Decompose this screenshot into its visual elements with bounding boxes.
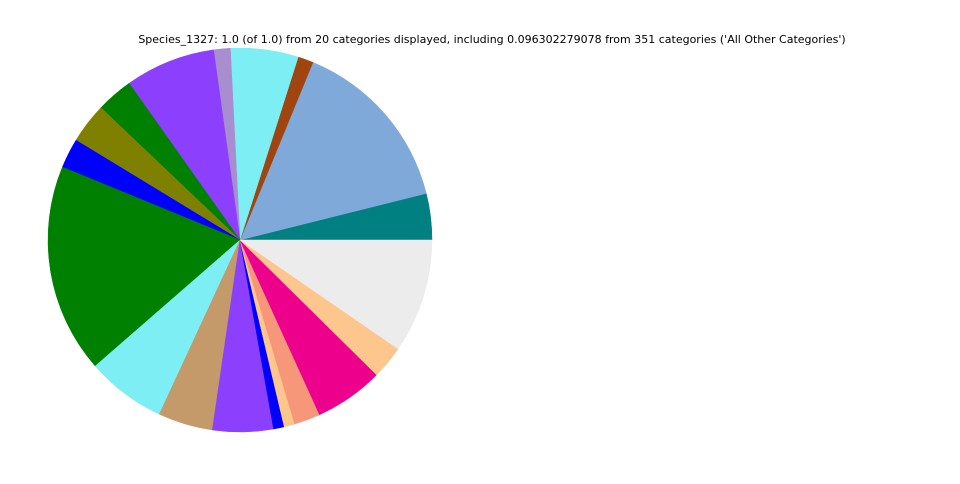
pie-slice	[239, 62, 427, 241]
pie-slice	[47, 166, 241, 367]
chart-title: Species_1327: 1.0 (of 1.0) from 20 categ…	[138, 33, 845, 46]
pie-slice	[239, 239, 433, 350]
